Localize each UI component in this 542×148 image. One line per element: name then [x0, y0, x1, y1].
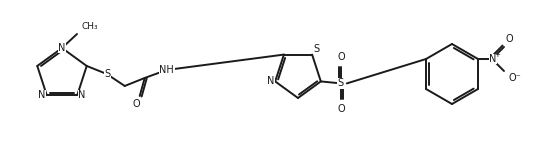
Text: O⁻: O⁻ [509, 73, 522, 83]
Text: NH: NH [159, 65, 174, 75]
Text: +: + [494, 52, 500, 58]
Text: N: N [38, 90, 46, 100]
Text: S: S [338, 78, 344, 88]
Text: S: S [313, 44, 319, 54]
Text: O: O [506, 34, 514, 44]
Text: O: O [337, 104, 345, 114]
Text: CH₃: CH₃ [81, 22, 98, 31]
Text: N: N [59, 43, 66, 53]
Text: O: O [133, 99, 140, 109]
Text: N: N [78, 90, 86, 100]
Text: O: O [337, 52, 345, 62]
Text: S: S [105, 69, 111, 79]
Text: N: N [489, 54, 496, 64]
Text: N: N [267, 76, 274, 86]
